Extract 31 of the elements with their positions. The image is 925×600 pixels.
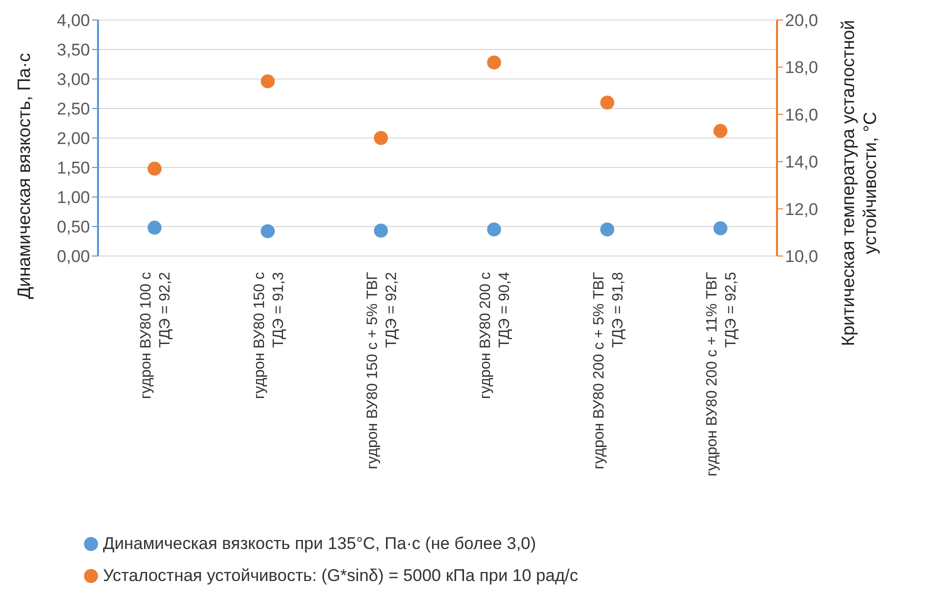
y2-axis-title: Критическая температура усталостной устойчивости, °C [838, 20, 880, 346]
point [374, 131, 388, 145]
x-tick-label: гудрон ВУ80 200 с + 5% ТВГ ТДЭ = 91,8 [590, 272, 626, 470]
x-tick-label: гудрон ВУ80 200 с + 11% ТВГ ТДЭ = 92,5 [703, 272, 740, 476]
y-tick-label: 3,00 [56, 70, 90, 90]
y2-tick-label: 16,0 [785, 105, 818, 124]
y-tick-label: 1,50 [56, 158, 90, 178]
point [600, 96, 614, 110]
y-tick-label: 4,00 [56, 11, 90, 30]
y-axis-title: Динамическая вязкость, Па·с [14, 52, 34, 300]
legend-label: Усталостная устойчивость: (G*sinδ) = 5000 кПа при 10 рад/с [103, 566, 578, 586]
y-tick-label: 0,50 [56, 218, 90, 237]
y-tick-label: 2,00 [56, 129, 90, 148]
y2-tick-label: 10,0 [785, 247, 818, 266]
y-tick-label: 3,50 [56, 40, 90, 60]
y2-tick-label: 14,0 [785, 152, 818, 172]
point [260, 74, 275, 88]
point [148, 162, 162, 176]
point [487, 55, 502, 70]
x-tick-label: гудрон ВУ80 150 с ТДЭ = 91,3 [250, 272, 287, 399]
x-tick-label: гудрон ВУ80 100 с ТДЭ = 92,2 [138, 272, 174, 399]
y-tick-label: 1,00 [56, 188, 90, 208]
y2-tick-label: 20,0 [785, 11, 818, 30]
y2-tick-label: 18,0 [785, 58, 818, 78]
point [713, 124, 728, 138]
y-tick-label: 0,00 [56, 247, 90, 266]
y2-tick-label: 12,0 [785, 200, 818, 219]
x-tick-label: гудрон ВУ80 150 с + 5% ТВГ ТДЭ = 92,2 [364, 272, 400, 470]
y-tick-label: 2,50 [56, 100, 90, 119]
x-tick-label: гудрон ВУ80 200 с ТДЭ = 90,4 [477, 272, 514, 399]
legend-label: Динамическая вязкость при 135°C, Па·с (не более 3,0) [103, 534, 536, 554]
